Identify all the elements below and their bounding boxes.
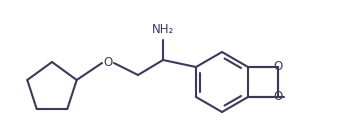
Text: O: O [274,61,283,73]
Text: O: O [274,91,283,103]
Text: O: O [103,56,113,69]
Text: NH₂: NH₂ [152,23,174,36]
